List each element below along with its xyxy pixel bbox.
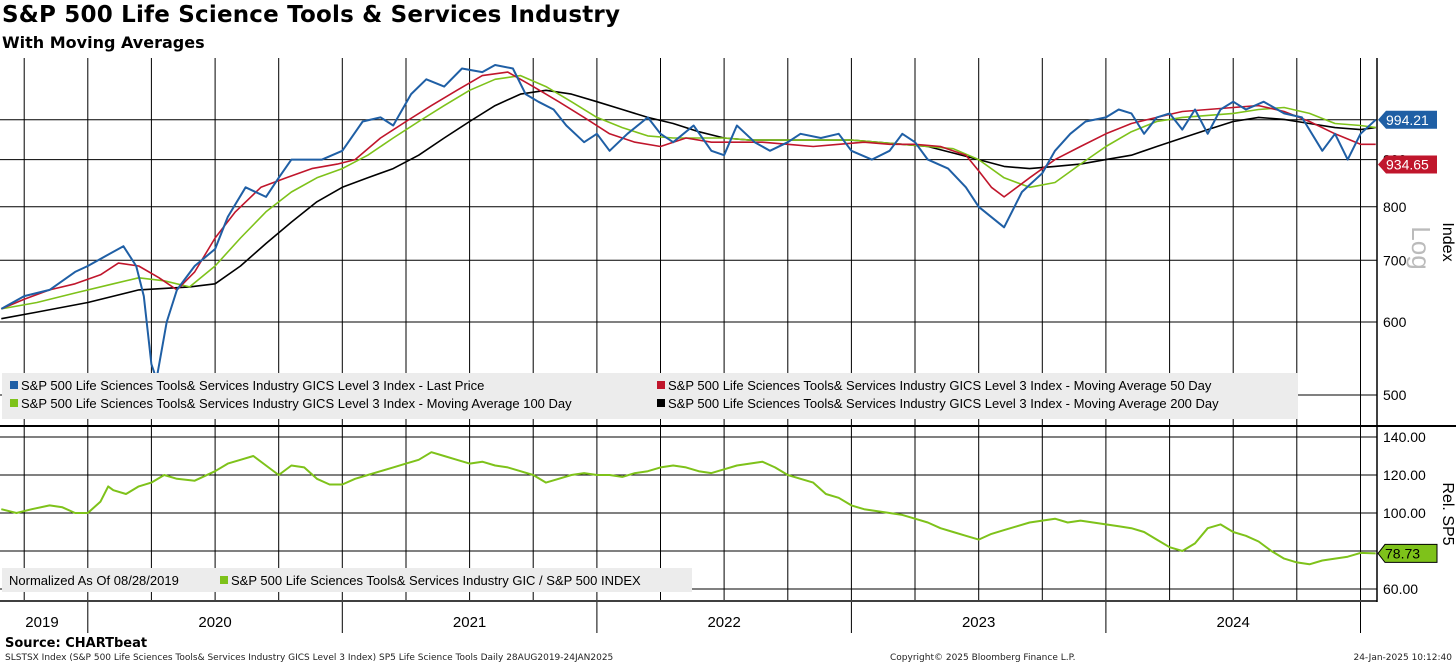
x-tick-label: 2024 (1217, 614, 1250, 631)
legend-entry: S&P 500 Life Sciences Tools& Services In… (231, 573, 641, 588)
series-line-price (0, 64, 1377, 381)
legend-entry: S&P 500 Life Sciences Tools& Services In… (668, 378, 1212, 393)
legend-swatch-rel (220, 576, 228, 584)
footer-timestamp: 24-Jan-2025 10:12:40 (1353, 653, 1452, 663)
legend-entry: S&P 500 Life Sciences Tools& Services In… (668, 396, 1219, 411)
x-tick-label: 2020 (198, 614, 231, 631)
legend-swatch-ma100 (10, 399, 18, 407)
legend-normalized-note: Normalized As Of 08/28/2019 (9, 573, 179, 588)
legend-entry: S&P 500 Life Sciences Tools& Services In… (21, 378, 484, 393)
chart-subtitle: With Moving Averages (2, 33, 205, 52)
legend-swatch-ma50 (657, 381, 665, 389)
y-tick-label: 140.00 (1383, 429, 1426, 445)
y-tick-label: 600 (1383, 314, 1407, 330)
last-value-label: 934.65 (1386, 156, 1429, 172)
source-label: Source: CHARTbeat (5, 636, 148, 651)
series-line-ma50 (0, 71, 1376, 310)
y-tick-label: 120.00 (1383, 467, 1426, 483)
y-tick-label: 700 (1383, 252, 1407, 268)
legend-entry: S&P 500 Life Sciences Tools& Services In… (21, 396, 572, 411)
y-tick-label: 100.00 (1383, 505, 1426, 521)
last-value-label: 78.73 (1385, 545, 1420, 561)
x-tick-label: 2021 (453, 614, 486, 631)
x-tick-label: 2019 (25, 614, 58, 631)
legend-box-bottom (2, 568, 692, 592)
legend-swatch-ma200 (657, 399, 665, 407)
footer-ticker-info: SLSTSX Index (S&P 500 Life Sciences Tool… (5, 653, 614, 663)
y-axis-title-bottom: Rel. SP5 (1439, 482, 1456, 545)
scale-label: Log (1406, 226, 1436, 269)
y-tick-label: 500 (1383, 387, 1407, 403)
y-tick-label: 800 (1383, 199, 1407, 215)
series-line-ma100 (1, 74, 1376, 310)
last-value-tag-relative (1377, 543, 1438, 563)
x-tick-label: 2023 (962, 614, 995, 631)
legend-box-top (2, 373, 1298, 419)
x-tick-label: 2022 (707, 614, 740, 631)
chart-title: S&P 500 Life Science Tools & Services In… (2, 2, 621, 28)
legend-swatch-price (10, 381, 18, 389)
series-line-relative (1, 451, 1376, 566)
footer-copyright: Copyright© 2025 Bloomberg Finance L.P. (890, 653, 1076, 663)
last-value-tag-price (1378, 110, 1437, 129)
last-value-label: 994.21 (1386, 112, 1429, 128)
last-value-tag-ma50 (1378, 155, 1437, 174)
y-tick-label: 60.00 (1383, 581, 1418, 597)
y-axis-title-top: Index (1439, 222, 1456, 261)
